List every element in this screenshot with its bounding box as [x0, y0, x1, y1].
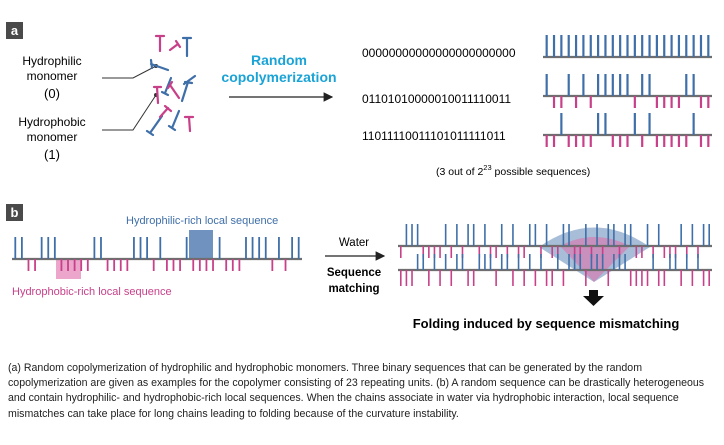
possible-sequences-note-suffix: possible sequences): [492, 166, 591, 178]
random-copolymerization-label-line2: copolymerization: [221, 69, 336, 85]
possible-sequences-note-exponent: 23: [483, 163, 491, 172]
polymer-chain-1: [543, 35, 712, 59]
sequence-matching-label-line2: matching: [328, 283, 379, 295]
hydrophilic-rich-label: Hydrophilic-rich local sequence: [126, 215, 278, 227]
sequence-matching-label-line1: Sequence: [327, 267, 381, 279]
polymer-chain-2: [543, 74, 712, 108]
associated-chain-top: [398, 224, 712, 258]
folding-arrow-head: [583, 296, 604, 306]
water-label: Water: [339, 237, 369, 249]
hydrophobic-monomer-label-line3: (1): [44, 147, 60, 162]
polymer-chain-3: [543, 113, 712, 147]
sequence-2: 01101010000010011110011: [362, 92, 511, 106]
possible-sequences-note-prefix: (3 out of 2: [436, 166, 483, 178]
hydrophobic-monomer-label-line2: monomer: [27, 130, 78, 144]
hydrophobic-monomer-label-line1: Hydrophobic: [18, 115, 85, 129]
panel-a-label-box: [6, 22, 23, 39]
folding-label: Folding induced by sequence mismatching: [413, 316, 680, 331]
folding-arrow-shaft: [589, 290, 598, 297]
figure-caption: (a) Random copolymerization of hydrophil…: [8, 362, 705, 420]
panel-b-label: b: [11, 205, 19, 220]
sequence-3: 11011110011101011111011: [362, 129, 506, 143]
monomer-cluster: [145, 34, 197, 137]
random-sequence-chain: [12, 237, 302, 271]
hydrophilic-monomer-label-line1: Hydrophilic: [22, 54, 81, 68]
random-copolymerization-label-line1: Random: [251, 52, 307, 68]
hydrophilic-rich-highlight: [189, 230, 213, 258]
associated-chain-bottom: [398, 254, 712, 286]
hydrophilic-monomer-label-line3: (0): [44, 86, 60, 101]
panel-a-label: a: [11, 23, 19, 38]
possible-sequences-note: (3 out of 223 possible sequences): [436, 163, 590, 178]
hydrophilic-pointer-line: [102, 65, 157, 79]
hydrophobic-pointer-line: [102, 94, 157, 131]
hydrophobic-rich-label: Hydrophobic-rich local sequence: [12, 286, 172, 298]
panel-b-label-box: [6, 204, 23, 221]
mismatch-fold-pink: [560, 237, 630, 282]
hydrophilic-monomer-label-line2: monomer: [27, 69, 78, 83]
sequence-1: 00000000000000000000000: [362, 46, 516, 60]
